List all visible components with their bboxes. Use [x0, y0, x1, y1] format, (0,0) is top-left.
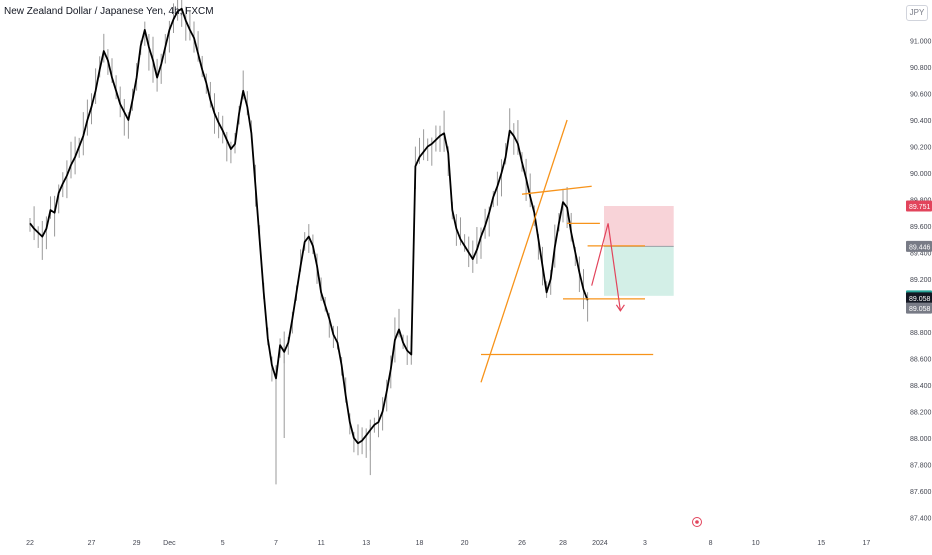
y-axis-tick-label: 90.200 — [910, 145, 932, 152]
y-axis-tick-label: 89.600 — [910, 224, 932, 231]
event-marker-icon — [692, 517, 702, 527]
x-axis-tick-label: 13 — [362, 540, 370, 547]
x-axis-tick-label: 10 — [752, 540, 760, 547]
y-axis-tick-label: 89.200 — [910, 277, 932, 284]
take-profit-zone — [604, 246, 674, 296]
projection-arrowhead — [615, 304, 625, 312]
trend-line — [521, 185, 592, 195]
price-badge-label: 89.058 — [909, 296, 931, 303]
projection-path — [591, 223, 621, 311]
y-axis-tick-label: 90.800 — [910, 65, 932, 72]
trend-line — [480, 119, 568, 383]
price-badge — [906, 302, 932, 314]
event-marker-dot — [695, 520, 699, 524]
y-axis-tick-label: 88.200 — [910, 410, 932, 417]
price-badge-label: 89.751 — [909, 204, 931, 211]
y-axis-tick-label: 90.000 — [910, 171, 932, 178]
symbol-title: New Zealand Dollar / Japanese Yen, 4h, F… — [4, 6, 214, 17]
price-badge — [906, 292, 932, 304]
price-badge — [906, 200, 932, 212]
x-axis-tick-label: 8 — [709, 540, 713, 547]
price-series-line — [29, 7, 589, 445]
y-axis-tick-label: 89.400 — [910, 251, 932, 258]
x-axis-tick-label: 2024 — [592, 540, 608, 547]
y-axis-tick-label: 88.000 — [910, 436, 932, 443]
x-axis-tick-label: 18 — [416, 540, 424, 547]
x-axis-tick-label: 11 — [317, 540, 324, 547]
y-axis-tick-label: 87.800 — [910, 463, 932, 470]
x-axis-tick-label: 3 — [643, 540, 647, 547]
y-axis-tick-label: 88.800 — [910, 330, 932, 337]
x-axis-tick-label: 26 — [518, 540, 526, 547]
y-axis-tick-label: 87.400 — [910, 516, 932, 523]
x-axis-tick-label: 27 — [88, 540, 96, 547]
price-badge — [906, 240, 932, 252]
x-axis-tick-label: 15 — [817, 540, 825, 547]
x-axis-tick-label: 17 — [863, 540, 871, 547]
y-axis-tick-label: 91.000 — [910, 39, 932, 46]
y-axis-tick-label: 90.400 — [910, 118, 932, 125]
x-axis-tick-label: 20 — [461, 540, 469, 547]
x-axis-tick-label: Dec — [163, 540, 176, 547]
stop-loss-zone — [604, 205, 674, 247]
y-axis-tick-label: 90.600 — [910, 92, 932, 99]
x-axis-tick-label: 29 — [133, 540, 141, 547]
y-axis-tick-label: 88.600 — [910, 357, 932, 364]
x-axis-tick-label: 28 — [559, 540, 567, 547]
price-badge-label: 89.058 — [909, 306, 931, 313]
currency-selector[interactable]: JPY — [906, 5, 928, 21]
y-axis-tick-label: 88.400 — [910, 383, 932, 390]
x-axis-tick-label: 7 — [274, 540, 278, 547]
y-axis-tick-label: 87.600 — [910, 489, 932, 496]
x-axis-tick-label: 5 — [221, 540, 225, 547]
x-axis-tick-label: 22 — [26, 540, 34, 547]
price-badge-label: 89.446 — [909, 244, 931, 251]
